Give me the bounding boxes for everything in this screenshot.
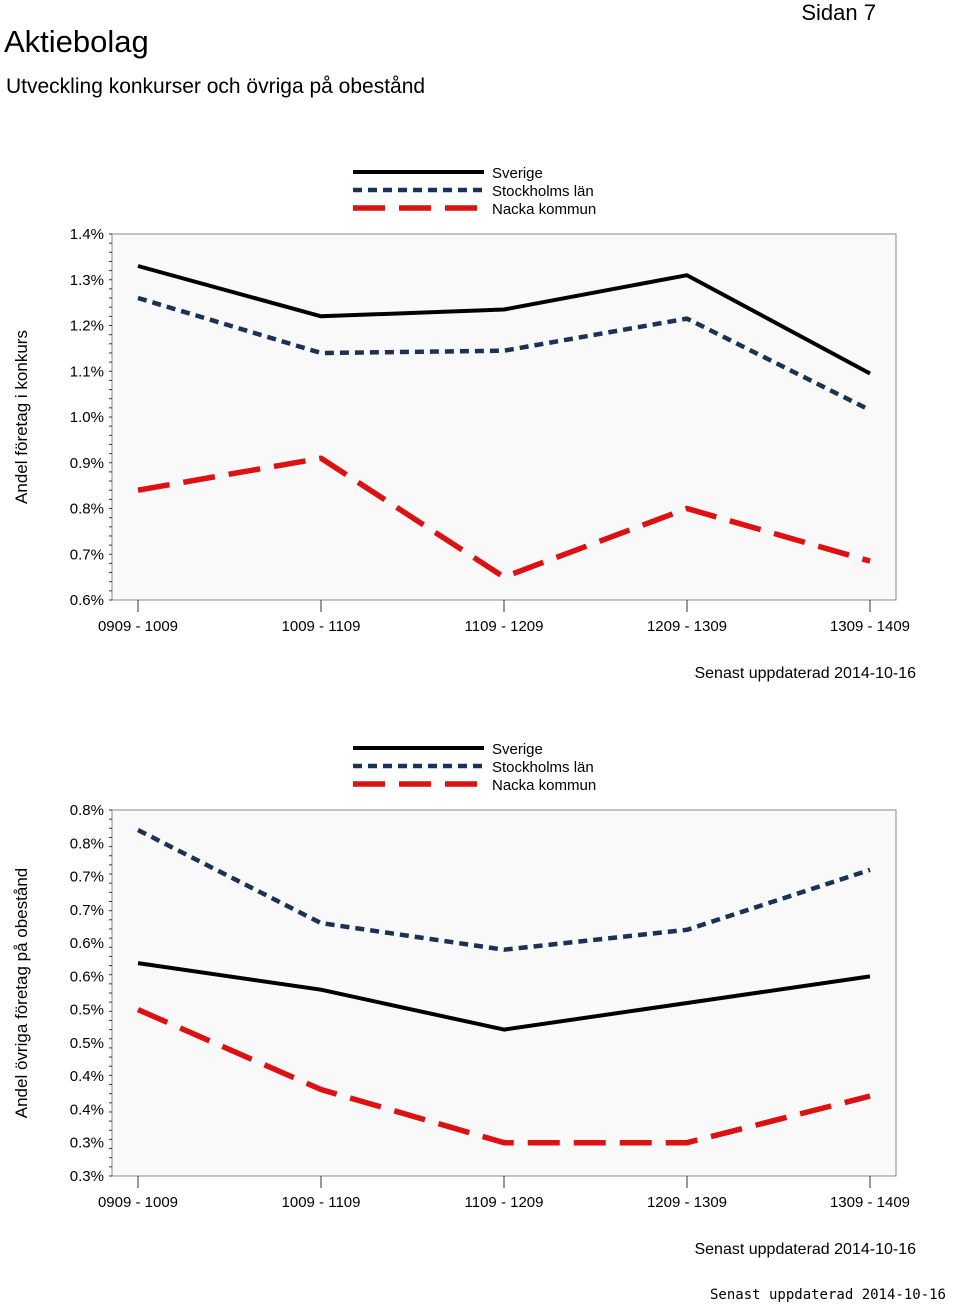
chart2-x-tick-label: 1109 - 1209 xyxy=(465,1194,544,1211)
chart2-y-axis-title: Andel övriga företag på obestånd xyxy=(12,868,31,1118)
chart1-y-tick-label: 0.8% xyxy=(70,501,104,518)
chart1-y-tick-label: 0.9% xyxy=(70,455,104,472)
chart1-legend-label-stockholm: Stockholms län xyxy=(492,183,594,200)
chart1-y-tick-label: 1.0% xyxy=(70,409,104,426)
chart1-y-tick-label: 1.1% xyxy=(70,363,104,380)
chart2-legend-label-nacka: Nacka kommun xyxy=(492,777,596,794)
chart1-x-tick-label: 1009 - 1109 xyxy=(282,618,361,635)
chart1-legend-label-nacka: Nacka kommun xyxy=(492,201,596,218)
chart2-updated-note: Senast uppdaterad 2014-10-16 xyxy=(694,1241,916,1258)
chart1-x-tick-label: 1109 - 1209 xyxy=(465,618,544,635)
chart2-legend-label-stockholm: Stockholms län xyxy=(492,759,594,776)
chart1-y-tick-label: 0.7% xyxy=(70,546,104,563)
chart2-y-tick-label: 0.7% xyxy=(70,902,104,919)
chart1-y-tick-label: 1.3% xyxy=(70,272,104,289)
chart1-legend-label-sverige: Sverige xyxy=(492,165,543,182)
chart1-plot-area xyxy=(111,233,897,601)
chart2-y-tick-label: 0.4% xyxy=(70,1068,104,1085)
page-subtitle: Utveckling konkurser och övriga på obest… xyxy=(6,75,426,98)
chart2-legend-label-sverige: Sverige xyxy=(492,741,543,758)
chart1-x-tick-label: 1309 - 1409 xyxy=(830,618,910,635)
page-number: Sidan 7 xyxy=(801,0,876,25)
chart2-x-tick-label: 1009 - 1109 xyxy=(282,1194,361,1211)
page-title: Aktiebolag xyxy=(4,24,149,59)
chart1-updated-note: Senast uppdaterad 2014-10-16 xyxy=(694,665,916,682)
chart2-y-tick-label: 0.3% xyxy=(70,1168,104,1185)
chart2-x-tick-label: 0909 - 1009 xyxy=(98,1194,178,1211)
chart1-series-line-stockholm xyxy=(137,295,872,413)
chart2-y-tick-label: 0.3% xyxy=(70,1135,104,1152)
chart2-y-tick-label: 0.7% xyxy=(70,869,104,886)
chart1-x-tick-label: 1209 - 1309 xyxy=(647,618,727,635)
chart1-x-tick-label: 0909 - 1009 xyxy=(98,618,178,635)
chart1-y-tick-label: 0.6% xyxy=(70,592,104,609)
chart1-series-line-nacka xyxy=(137,455,871,580)
chart2-y-tick-label: 0.4% xyxy=(70,1101,104,1118)
chart1-y-tick-label: 1.2% xyxy=(70,318,104,335)
chart2-x-tick-label: 1309 - 1409 xyxy=(830,1194,910,1211)
chart2-y-tick-label: 0.6% xyxy=(70,968,104,985)
chart2-y-tick-label: 0.8% xyxy=(70,835,104,852)
chart-konkurs: Sverige Stockholms län Nacka kommun 1.4% 1.3… xyxy=(0,155,960,695)
chart2-y-tick-label: 0.5% xyxy=(70,1002,104,1019)
chart2-y-tick-label: 0.5% xyxy=(70,1035,104,1052)
chart2-x-tick-label: 1209 - 1309 xyxy=(647,1194,727,1211)
chart2-y-tick-label: 0.8% xyxy=(70,802,104,819)
chart-obestand: Sverige Stockholms län Nacka kommun 0.8% 0.8… xyxy=(0,731,960,1271)
chart2-y-tick-label: 0.6% xyxy=(70,935,104,952)
chart1-y-axis-title: Andel företag i konkurs xyxy=(12,330,31,504)
footer-stamp: Senast uppdaterad 2014-10-16 xyxy=(709,1287,946,1303)
chart1-y-tick-label: 1.4% xyxy=(70,226,104,243)
